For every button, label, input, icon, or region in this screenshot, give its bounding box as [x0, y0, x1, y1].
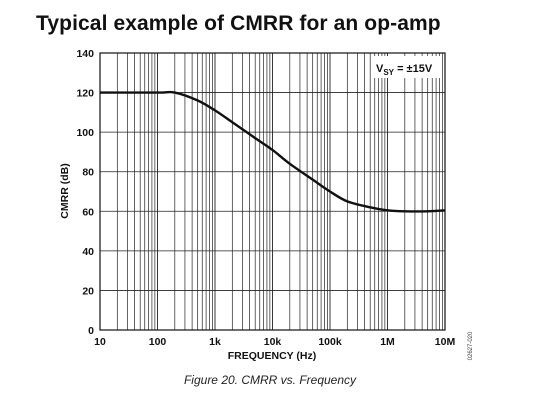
y-tick-label: 100 [76, 127, 94, 139]
x-tick-label: 10M [435, 336, 456, 348]
document-code: 02627-020 [468, 331, 474, 360]
page-title: Typical example of CMRR for an op-amp [36, 12, 441, 35]
figure-caption: Figure 20. CMRR vs. Frequency [183, 373, 357, 387]
x-tick-label: 1k [209, 336, 221, 348]
x-axis-title: FREQUENCY (Hz) [228, 350, 316, 362]
legend-background [372, 56, 442, 78]
y-tick-label: 140 [76, 48, 94, 60]
plot-frame [99, 52, 446, 331]
tick-labels: 10 100 1k 10k 100k 1M 10M 0 20 40 60 80 100 120 140 [76, 48, 455, 348]
series-layer [99, 90, 446, 213]
y-tick-label: 20 [82, 285, 94, 297]
legend: VSY = ±15V [372, 56, 442, 78]
x-tick-label: 100 [149, 336, 167, 348]
x-tick-label: 1M [380, 336, 395, 348]
y-tick-label: 120 [76, 88, 94, 100]
y-axis-title: CMRR (dB) [59, 163, 71, 218]
y-tick-label: 60 [82, 206, 94, 218]
x-tick-label: 10k [264, 336, 282, 348]
y-tick-label: 40 [82, 246, 94, 258]
legend-label: VSY = ±15V [376, 63, 433, 77]
cmrr-curve [99, 90, 446, 213]
y-tick-label: 80 [82, 167, 94, 179]
grid [99, 52, 445, 331]
x-tick-label: 10 [94, 336, 106, 348]
y-tick-label: 0 [88, 325, 94, 337]
plot-border [99, 52, 446, 331]
x-tick-label: 100k [318, 336, 342, 348]
